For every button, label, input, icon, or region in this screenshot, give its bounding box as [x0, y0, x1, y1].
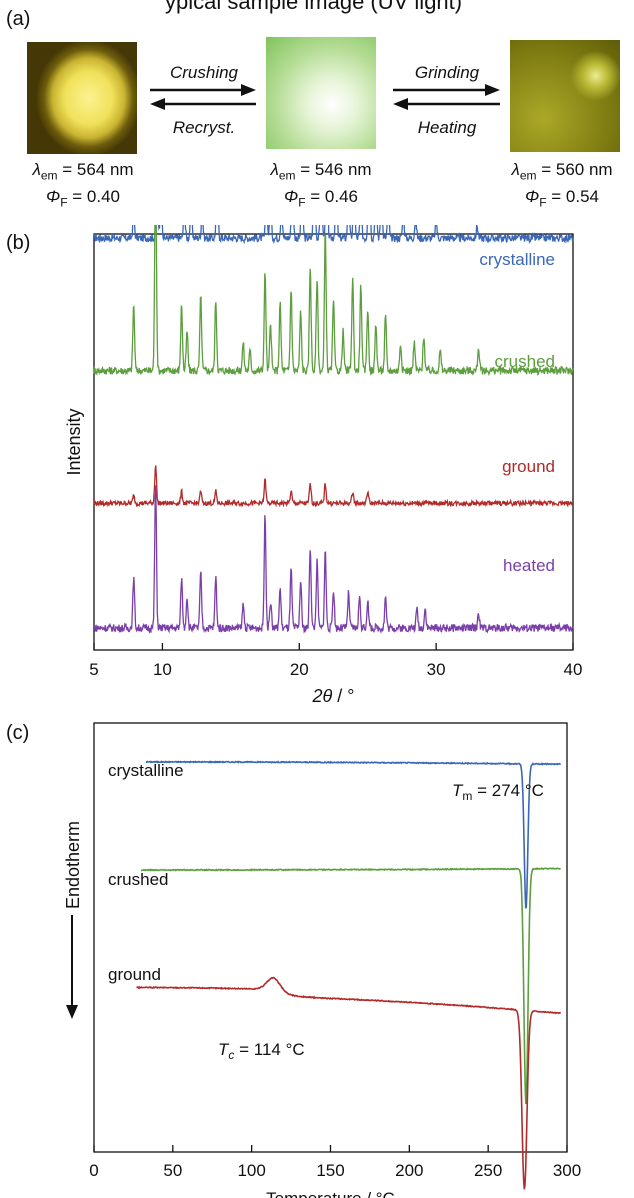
xrd-plot-frame	[93, 233, 574, 651]
recryst-label: Recryst.	[172, 118, 236, 137]
y-axis-label: Intensity	[64, 408, 84, 475]
xrd-series-label-heated: heated	[503, 556, 555, 575]
x-tick-label: 300	[553, 1161, 581, 1180]
ground-emission: λem = 560 nm	[511, 160, 613, 183]
crystalline-sample-photo	[27, 42, 137, 154]
x-tick-label: 200	[395, 1161, 423, 1180]
figure-header-partial: ypical sample image (UV light)	[165, 0, 463, 14]
grinding-label: Grinding	[414, 63, 480, 82]
crushed-quantum-yield: ΦF = 0.46	[283, 187, 359, 210]
x-tick-label: 0	[89, 1161, 98, 1180]
dsc-trace-crystalline	[145, 760, 562, 909]
x-tick-label: 100	[237, 1161, 265, 1180]
ground-sample-photo	[510, 40, 620, 152]
dsc-trace-ground	[136, 976, 562, 1190]
crushed-caption: λem = 546 nm ΦF = 0.46	[246, 159, 396, 214]
panel-b-label: (b)	[6, 232, 31, 254]
x-tick-label: 30	[427, 660, 446, 679]
xrd-trace-crushed	[93, 225, 574, 377]
crystalline-quantum-yield: ΦF = 0.40	[45, 187, 121, 210]
dsc-chart: 0 50 100 150 200 250 300 Temperature / °C Endoth…	[63, 722, 581, 1198]
x-tick-label: 40	[564, 660, 583, 679]
crushing-label: Crushing	[169, 63, 239, 82]
ground-quantum-yield: ΦF = 0.54	[524, 187, 600, 210]
melting-point-annotation: Tm = 274 °C	[452, 781, 544, 803]
x-axis-label: 2θ / °	[312, 686, 355, 705]
x-tick-label: 150	[316, 1161, 344, 1180]
dsc-series-label-crystalline: crystalline	[108, 761, 184, 780]
panel-c-label: (c)	[6, 722, 30, 744]
crystalline-emission: λem = 564 nm	[32, 160, 134, 183]
panel-a-arrows	[150, 84, 500, 110]
endotherm-arrow-head	[66, 1005, 78, 1019]
crystallization-annotation: Tc = 114 °C	[218, 1040, 305, 1062]
dsc-series-label-crushed: crushed	[108, 870, 168, 889]
x-tick-label: 10	[153, 660, 172, 679]
panel-a-label: (a)	[6, 8, 31, 30]
xrd-trace-heated	[93, 485, 574, 634]
x-tick-label: 250	[474, 1161, 502, 1180]
y-axis-label: Endotherm	[63, 821, 83, 909]
xrd-trace-ground	[93, 465, 574, 508]
x-tick-label: 20	[290, 660, 309, 679]
crushed-sample-photo	[266, 37, 376, 149]
crushed-emission: λem = 546 nm	[270, 160, 372, 183]
xrd-series-label-crystalline: crystalline	[479, 250, 555, 269]
x-tick-label: 50	[163, 1161, 182, 1180]
xrd-series-label-crushed: crushed	[495, 352, 555, 371]
dsc-series-label-ground: ground	[108, 965, 161, 984]
x-tick-label: 5	[89, 660, 98, 679]
xrd-trace-crystalline	[93, 225, 574, 245]
dsc-trace-crushed	[140, 867, 561, 1105]
heating-label: Heating	[417, 118, 477, 137]
ground-caption: λem = 560 nm ΦF = 0.54	[487, 159, 634, 214]
x-axis-label: Temperature / °C	[266, 1189, 395, 1198]
crystalline-caption: λem = 564 nm ΦF = 0.40	[8, 159, 158, 214]
xrd-chart: 5 10 20 30 40 2θ / ° Intensity crystalline crush…	[64, 225, 583, 705]
xrd-series-label-ground: ground	[502, 457, 555, 476]
